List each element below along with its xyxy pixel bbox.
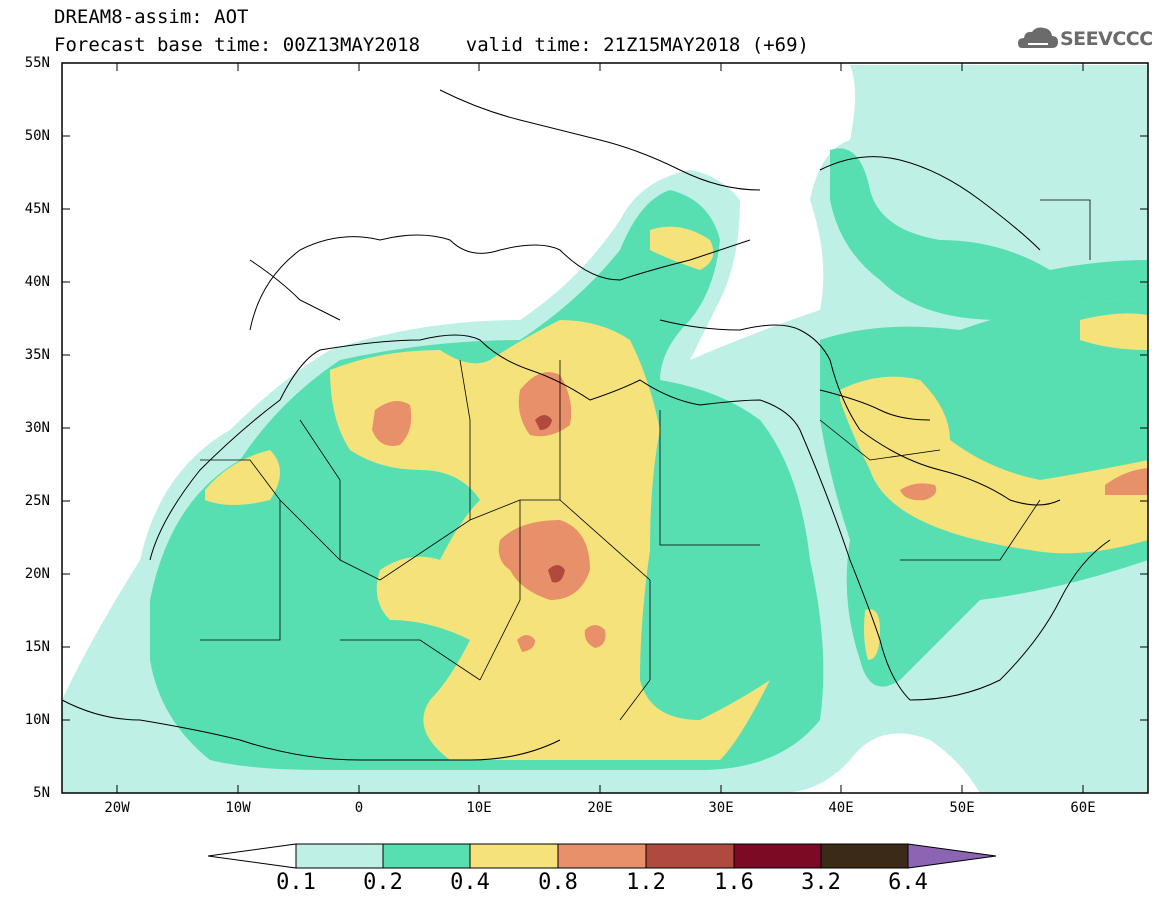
- aot-0.8-region-algeria: [372, 401, 412, 446]
- aot-0.4-region-redsea: [864, 609, 880, 660]
- colorbar-label: 3.2: [801, 870, 841, 895]
- logo-text: SEEVCCC: [1060, 28, 1153, 50]
- aot-0.8-region-libya: [518, 372, 572, 437]
- country-borders: [200, 199, 1091, 721]
- aot-0.4-region-east: [840, 376, 1148, 554]
- lat-label: 55N: [24, 55, 50, 71]
- colorbar-bin-5: [645, 843, 735, 869]
- lat-label: 40N: [24, 274, 50, 290]
- aot-0.8-region-oman: [1105, 468, 1148, 495]
- colorbar-label: 0.8: [538, 870, 578, 895]
- colorbar-bin-2: [382, 843, 471, 869]
- lat-label: 50N: [24, 128, 50, 144]
- lon-label: 40E: [828, 800, 854, 816]
- colorbar-bin-1: [295, 843, 384, 869]
- colorbar-bin-3: [469, 843, 559, 869]
- aot-0.8-region-arabia: [900, 483, 937, 501]
- lon-label: 20E: [587, 800, 613, 816]
- colorbar-label: 0.4: [450, 870, 490, 895]
- colorbar: [207, 843, 997, 869]
- lon-label: 10E: [466, 800, 492, 816]
- cloud-icon: [1018, 27, 1058, 48]
- aot-0.8-region-sudan: [584, 625, 606, 648]
- lat-label: 10N: [24, 712, 50, 728]
- lat-label: 30N: [24, 420, 50, 436]
- colorbar-over: [907, 843, 997, 869]
- lat-label: 15N: [24, 639, 50, 655]
- aot-0.8-region-chad: [498, 520, 590, 600]
- colorbar-label: 0.1: [276, 870, 316, 895]
- chart-title: DREAM8-assim: AOT: [54, 6, 249, 28]
- colorbar-label: 6.4: [888, 870, 928, 895]
- colorbar-under: [207, 843, 297, 869]
- lon-label: 30E: [708, 800, 734, 816]
- aot-1.2-region-chad: [548, 565, 565, 583]
- lat-label: 45N: [24, 201, 50, 217]
- lon-label: 60E: [1070, 800, 1096, 816]
- colorbar-label: 1.2: [626, 870, 666, 895]
- lat-label: 35N: [24, 347, 50, 363]
- axis-ticks: [62, 63, 1148, 793]
- aot-1.2-region-libya: [535, 415, 552, 430]
- colorbar-label: 1.6: [714, 870, 754, 895]
- aot-0.8-region-niger: [517, 635, 535, 652]
- aot-0.4-region-gulf: [1080, 313, 1148, 350]
- coastlines: [62, 89, 1111, 761]
- aot-0.2-region-north: [830, 148, 1148, 320]
- lon-label: 20W: [104, 800, 130, 816]
- colorbar-bin-7: [820, 843, 909, 869]
- lon-label: 50E: [949, 800, 975, 816]
- lat-label: 20N: [24, 566, 50, 582]
- colorbar-label: 0.2: [363, 870, 403, 895]
- colorbar-bin-6: [733, 843, 822, 869]
- forecast-time-line: Forecast base time: 00Z13MAY2018 valid t…: [54, 34, 809, 56]
- aot-0.4-region-balkans: [650, 226, 714, 270]
- lat-label: 5N: [33, 785, 50, 801]
- lon-label: 0: [354, 800, 364, 816]
- aot-0.4-region-west: [205, 450, 280, 505]
- lat-label: 25N: [24, 493, 50, 509]
- colorbar-bin-4: [557, 843, 647, 869]
- lon-label: 10W: [225, 800, 251, 816]
